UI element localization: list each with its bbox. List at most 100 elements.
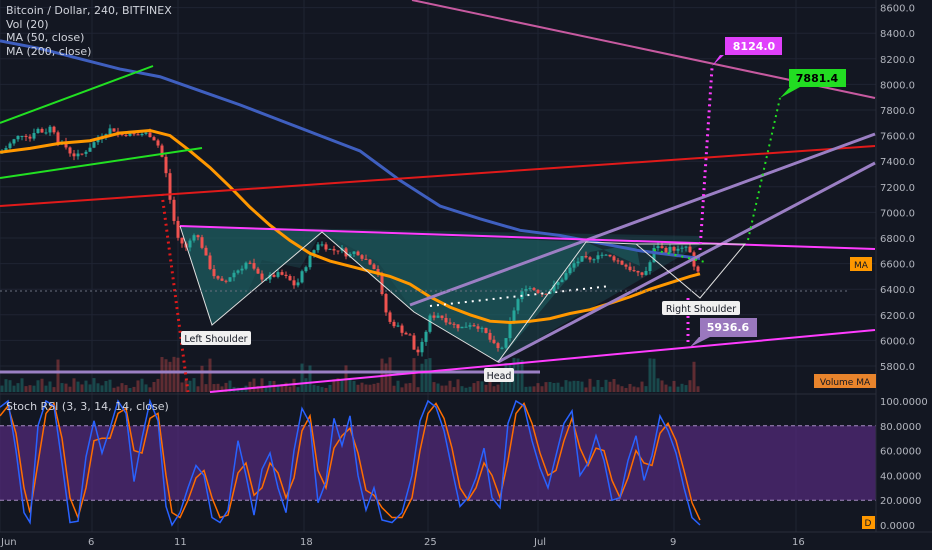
volume-bar <box>220 386 224 392</box>
svg-text:Left Shoulder: Left Shoulder <box>184 334 247 345</box>
price-tick-label: 8600.0 <box>880 4 915 15</box>
candle-body <box>360 255 364 259</box>
volume-bar <box>276 384 280 392</box>
candle-body <box>224 280 228 282</box>
volume-bar <box>176 357 180 392</box>
volume-bar <box>72 378 76 392</box>
candle-body <box>176 220 180 238</box>
volume-bar <box>156 378 160 392</box>
volume-bar <box>28 385 32 392</box>
time-tick-label: Jul <box>533 537 546 548</box>
volume-bar <box>148 387 152 392</box>
volume-bar <box>172 356 176 392</box>
svg-text:Right Shoulder: Right Shoulder <box>666 304 736 315</box>
candle-body <box>648 262 652 272</box>
time-axis[interactable]: Jun 6 11 18 25 Jul 9 16 <box>0 531 932 550</box>
candle-body <box>428 315 432 332</box>
stoch-rsi-legend[interactable]: Stoch RSI (3, 3, 14, 14, close) <box>6 400 169 413</box>
candle-body <box>624 264 628 267</box>
volume-bar <box>76 381 80 392</box>
svg-text:8124.0: 8124.0 <box>733 40 776 53</box>
vol-legend[interactable]: Vol (20) <box>6 17 49 31</box>
volume-bar <box>80 384 84 392</box>
candle-body <box>296 282 300 286</box>
candle-body <box>596 255 600 260</box>
candle-body <box>336 250 340 252</box>
volume-bar <box>576 380 580 392</box>
volume-bar <box>368 384 372 392</box>
volume-bar <box>340 378 344 392</box>
symbol-title[interactable]: Bitcoin / Dollar, 240, BITFINEX <box>6 4 172 17</box>
stoch-rsi-panel <box>0 393 876 527</box>
volume-bar <box>528 386 532 392</box>
candle-body <box>204 247 208 256</box>
volume-bar <box>596 379 600 392</box>
candle-body <box>628 266 632 271</box>
candle-body <box>260 273 264 280</box>
candle-body <box>248 262 252 264</box>
volume-bar <box>572 380 576 392</box>
volume-bar <box>668 386 672 392</box>
candle-body <box>128 132 132 136</box>
candle-body <box>220 278 224 281</box>
candle-body <box>140 133 144 136</box>
candle-body <box>156 140 160 146</box>
price-axis[interactable] <box>875 0 932 550</box>
time-tick-label: 18 <box>300 537 313 548</box>
ma50-legend[interactable]: MA (50, close) <box>6 31 85 44</box>
volume-bar <box>116 386 120 392</box>
time-tick-label: 6 <box>88 537 94 548</box>
volume-bar <box>432 382 436 392</box>
volume-bar <box>112 387 116 392</box>
candle-body <box>44 132 48 134</box>
candle-body <box>644 271 648 275</box>
volume-bar <box>600 387 604 392</box>
price-tick-label: 8000.0 <box>880 80 915 91</box>
volume-bar <box>444 385 448 392</box>
volume-bar <box>328 384 332 392</box>
volume-bar <box>416 387 420 392</box>
candle-body <box>636 270 640 273</box>
candle-body <box>300 271 304 283</box>
volume-bar <box>16 383 20 392</box>
candle-body <box>528 288 532 290</box>
volume-bar <box>0 385 4 392</box>
price-tick-label: 5800.0 <box>880 362 915 373</box>
candle-body <box>364 258 368 260</box>
candle-body <box>588 257 592 260</box>
candle-body <box>304 267 308 272</box>
ma200-legend[interactable]: MA (200, close) <box>6 44 92 58</box>
candle-body <box>536 289 540 293</box>
volume-bar <box>620 386 624 392</box>
candle-body <box>48 126 52 133</box>
candle-body <box>348 253 352 257</box>
volume-bar <box>164 359 168 392</box>
volume-ma-scale-tag: Volume MA <box>814 374 876 388</box>
volume-bar <box>200 365 204 392</box>
candle-body <box>180 237 184 244</box>
candle-body <box>64 141 68 148</box>
candle-body <box>328 248 332 250</box>
candle-body <box>152 137 156 141</box>
volume-bar <box>456 379 460 392</box>
candle-body <box>268 274 272 280</box>
candle-body <box>400 325 404 333</box>
volume-bar <box>468 386 472 392</box>
volume-bar <box>280 384 284 392</box>
volume-bar <box>516 358 520 392</box>
candle-body <box>384 294 388 313</box>
candle-body <box>556 282 560 285</box>
left-shoulder-label: Left Shoulder <box>181 331 251 345</box>
volume-bar <box>288 386 292 392</box>
ma200-line <box>0 39 701 260</box>
volume-bar <box>68 386 72 392</box>
volume-bar <box>336 378 340 392</box>
volume-bar <box>400 387 404 392</box>
candle-body <box>640 272 644 275</box>
volume-bar <box>304 378 308 392</box>
candle-body <box>196 235 200 238</box>
price-tick-label: 6400.0 <box>880 285 915 296</box>
chart-legend: Bitcoin / Dollar, 240, BITFINEX Vol (20)… <box>6 4 172 58</box>
d-scale-tag: D <box>862 516 875 529</box>
